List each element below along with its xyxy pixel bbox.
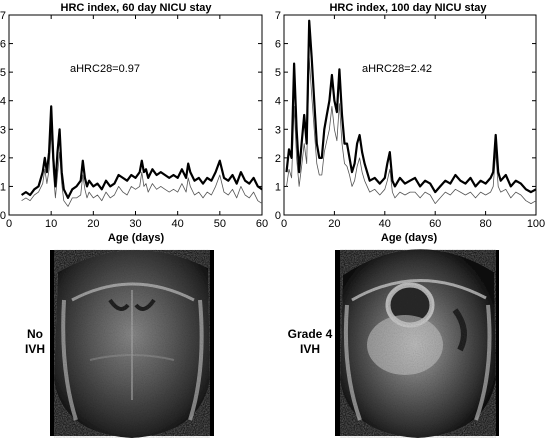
label-line-2: IVH (24, 342, 45, 356)
label-line-1: No (27, 327, 43, 341)
y-tick-label: 4 (0, 96, 6, 108)
label-line-1: Grade 4 (287, 327, 333, 341)
x-tick-label: 40 (172, 218, 184, 230)
x-tick-label: 20 (328, 218, 340, 230)
plot-frame (283, 14, 537, 216)
y-tick-label: 7 (0, 10, 6, 22)
x-tick-label: 40 (379, 218, 391, 230)
chart-title: HRC index, 60 day NICU stay (61, 2, 213, 14)
y-tick-label: 2 (275, 153, 281, 165)
chart-60-day: HRC index, 60 day NICU stay 0 1 2 3 4 5 6 7 0 10… (0, 2, 268, 244)
y-tick-label: 1 (0, 181, 6, 193)
x-tick-label: 100 (527, 218, 545, 230)
x-tick-label: 60 (429, 218, 441, 230)
ultrasound-no-ivh (50, 249, 214, 438)
y-tick-label: 6 (0, 39, 6, 51)
x-tick-label: 0 (6, 218, 12, 230)
x-tick-label: 10 (45, 218, 57, 230)
x-tick-label: 0 (281, 218, 287, 230)
y-tick-label: 4 (275, 96, 281, 108)
y-tick-label: 6 (275, 39, 281, 51)
chart-title: HRC index, 100 day NICU stay (329, 2, 487, 14)
y-tick-label: 3 (275, 124, 281, 136)
annotation-ahrc28: aHRC28=2.42 (362, 63, 432, 75)
y-tick-label: 2 (0, 153, 6, 165)
label-no-ivh: No IVH (20, 327, 50, 357)
chart-100-day: HRC index, 100 day NICU stay 0 1 2 3 4 5 6 7 0 2… (275, 2, 545, 244)
plot-frame (8, 14, 263, 216)
series-line-thin (286, 57, 537, 205)
series-line-bold (285, 19, 537, 194)
label-grade4-ivh: Grade 4 IVH (284, 327, 336, 357)
x-tick-label: 50 (214, 218, 226, 230)
y-tick-label: 3 (0, 124, 6, 136)
series-line-thin (21, 131, 263, 207)
ultrasound-grade4-ivh (335, 249, 499, 438)
x-tick-label: 20 (87, 218, 99, 230)
label-line-2: IVH (299, 342, 320, 356)
x-axis-label: Age (days) (108, 232, 165, 244)
series-line-bold (20, 105, 263, 199)
y-tick-label: 0 (0, 210, 6, 222)
x-axis-label: Age (days) (381, 232, 438, 244)
x-tick-label: 30 (129, 218, 141, 230)
y-tick-label: 5 (275, 67, 281, 79)
y-tick-label: 1 (275, 181, 281, 193)
x-tick-label: 80 (479, 218, 491, 230)
x-tick-label: 60 (256, 218, 268, 230)
y-tick-label: 0 (275, 210, 281, 222)
y-tick-label: 7 (275, 10, 281, 22)
y-tick-label: 5 (0, 67, 6, 79)
annotation-ahrc28: aHRC28=0.97 (70, 63, 140, 75)
